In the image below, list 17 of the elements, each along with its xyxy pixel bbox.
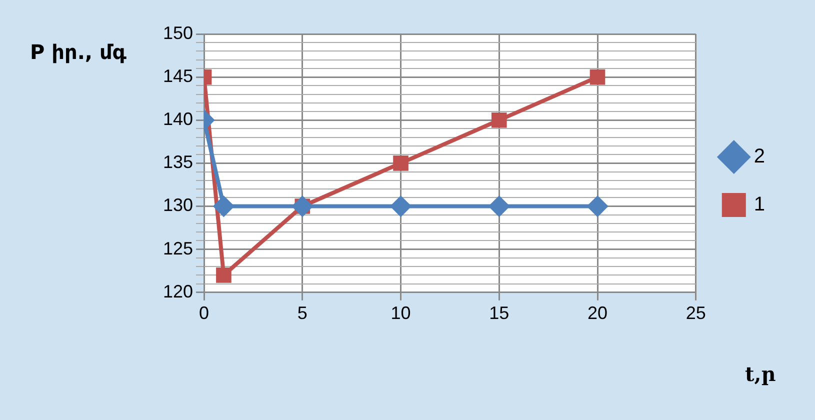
- y-tick-label: 150: [162, 22, 194, 43]
- x-tick-label: 0: [199, 303, 210, 324]
- y-tick-label: 120: [162, 281, 194, 302]
- y-tick-label: 130: [162, 195, 194, 216]
- y-tick-label: 125: [162, 238, 194, 258]
- y-tick-label: 135: [162, 152, 194, 172]
- x-tick-label: 20: [587, 303, 608, 324]
- x-tick-label: 5: [297, 303, 308, 324]
- y-axis-title: P իր., մգ: [30, 40, 126, 64]
- legend-label: 2: [754, 146, 765, 168]
- y-tick-label: 145: [162, 66, 194, 86]
- x-tick-label: 10: [390, 303, 411, 324]
- x-axis-title: t,ր: [745, 362, 776, 386]
- x-tick-label: 25: [686, 303, 706, 324]
- y-tick-label: 140: [162, 109, 194, 130]
- x-tick-label: 15: [489, 303, 510, 324]
- legend-label: 1: [754, 194, 765, 216]
